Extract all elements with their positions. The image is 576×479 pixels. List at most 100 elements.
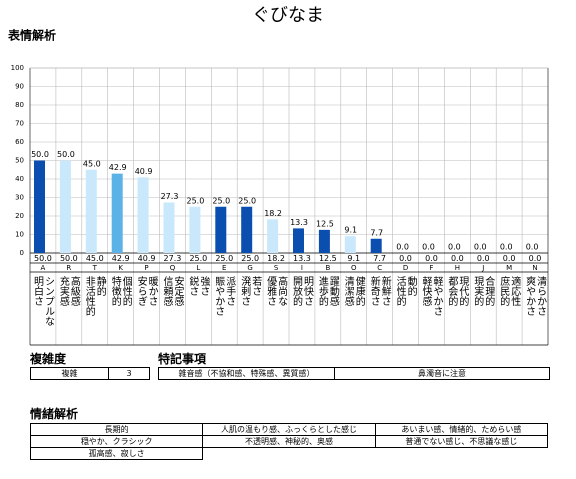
description: 派手さ bbox=[224, 276, 236, 306]
chart: ぐびなま 表情解析 0 10 20 30 40 50 60 70 80 90 100 50.0 50.0… bbox=[7, 5, 549, 346]
notes-table: 雑音感（不協和感、特殊感、異質感） 鼻濁音に注意 bbox=[158, 367, 551, 380]
x-tick-label: B bbox=[325, 264, 330, 272]
description: 特徴的 bbox=[109, 276, 121, 307]
description: 溌剌さ bbox=[239, 275, 251, 306]
data-label: 0.0 bbox=[448, 243, 461, 252]
x-tick-label: Q bbox=[170, 264, 176, 272]
description: 進歩的 bbox=[316, 276, 328, 307]
x-tick-label: D bbox=[403, 264, 408, 272]
data-label: 0.0 bbox=[526, 243, 539, 252]
description: 適応性 bbox=[509, 275, 521, 307]
y-tick-label: 0 bbox=[20, 249, 24, 257]
value-cell: 50.0 bbox=[60, 254, 78, 263]
description: 暖かさ bbox=[146, 275, 158, 306]
y-tick-label: 90 bbox=[15, 83, 24, 91]
description: 安定感 bbox=[172, 275, 184, 306]
y-tick-label: 70 bbox=[15, 120, 24, 128]
emotion-heading: 情緒解析 bbox=[30, 407, 79, 421]
data-label: 42.9 bbox=[109, 163, 127, 172]
description: 活性的 bbox=[394, 276, 406, 307]
bar bbox=[267, 219, 279, 253]
value-cell: 50.0 bbox=[34, 254, 52, 263]
y-tick-label: 60 bbox=[15, 138, 24, 146]
bar bbox=[111, 173, 123, 253]
description: 鋭さ bbox=[187, 275, 199, 296]
description: 充実感 bbox=[57, 275, 69, 306]
x-tick-label: P bbox=[144, 264, 148, 272]
y-tick-label: 20 bbox=[15, 212, 24, 220]
description: 動的 bbox=[405, 275, 417, 297]
x-tick-label: J bbox=[481, 264, 484, 272]
data-label: 25.0 bbox=[238, 196, 256, 205]
bar bbox=[34, 160, 45, 253]
chart-title: 表情解析 bbox=[7, 28, 56, 43]
complexity-heading: 複雑度 bbox=[30, 352, 67, 366]
description: 健康的 bbox=[353, 276, 365, 307]
value-cell: 45.0 bbox=[86, 254, 104, 263]
emotion-table: 長期的 人肌の温もり感、ふっくらとした感じ あいまい感、情緒的、ためらい感 穏やか、ク… bbox=[29, 423, 549, 460]
description: 現実的 bbox=[472, 276, 484, 307]
note: 雑音感（不協和感、特殊感、異質感） bbox=[158, 367, 335, 380]
description: 清潔感 bbox=[342, 275, 354, 306]
y-tick-label: 10 bbox=[15, 231, 24, 239]
emotion-cell: 普通でない感じ、不思議な感じ bbox=[374, 435, 549, 448]
data-label: 45.0 bbox=[83, 159, 101, 168]
complexity-table: 複雑 3 bbox=[30, 367, 151, 380]
y-tick-label: 100 bbox=[11, 64, 24, 72]
description: 明快さ bbox=[302, 276, 314, 306]
value-cell: 25.0 bbox=[215, 254, 233, 263]
description: 合理的 bbox=[483, 275, 495, 307]
x-tick-label: C bbox=[377, 264, 382, 272]
description: 信頼感 bbox=[161, 276, 173, 306]
description: 軽快感 bbox=[420, 276, 432, 306]
x-tick-label: M bbox=[506, 264, 512, 272]
y-tick-label: 40 bbox=[15, 175, 24, 183]
data-label: 25.0 bbox=[212, 196, 230, 205]
emotion-cell bbox=[203, 448, 375, 460]
data-label: 25.0 bbox=[186, 196, 204, 205]
emotion-cell: 長期的 bbox=[29, 423, 204, 436]
bar bbox=[215, 206, 227, 253]
value-cell: 25.0 bbox=[241, 254, 259, 263]
bar bbox=[163, 202, 175, 253]
description: 軽やかさ bbox=[431, 276, 443, 316]
value-cell: 40.9 bbox=[138, 254, 156, 263]
bar bbox=[293, 228, 304, 253]
bar bbox=[344, 236, 356, 253]
data-label: 40.9 bbox=[135, 167, 153, 176]
x-tick-label: S bbox=[274, 264, 279, 272]
description: 個性的 bbox=[120, 275, 132, 307]
bar bbox=[59, 160, 71, 253]
description: 賑やかさ bbox=[213, 276, 225, 316]
x-tick-label: L bbox=[196, 264, 200, 272]
data-label: 9.1 bbox=[344, 226, 357, 235]
value-cell: 27.3 bbox=[164, 254, 182, 263]
data-label: 0.0 bbox=[500, 243, 513, 252]
complexity-value: 3 bbox=[107, 367, 151, 380]
value-cell: 42.9 bbox=[112, 254, 130, 263]
x-tick-label: E bbox=[222, 264, 226, 272]
data-label: 18.2 bbox=[264, 209, 282, 218]
value-cell: 13.3 bbox=[293, 254, 311, 263]
description: 新奇さ bbox=[368, 275, 380, 306]
x-tick-label: F bbox=[429, 264, 433, 272]
x-tick-label: G bbox=[247, 264, 252, 272]
description: 爽やかさ bbox=[524, 276, 536, 316]
description: 庶民的 bbox=[498, 275, 510, 307]
x-tick-label: I bbox=[301, 264, 303, 272]
bar bbox=[241, 206, 253, 253]
x-tick-label: T bbox=[92, 264, 98, 272]
value-cell: 0.0 bbox=[529, 254, 542, 263]
description: 清らかさ bbox=[535, 275, 547, 316]
data-label: 7.7 bbox=[370, 228, 383, 237]
bar bbox=[318, 229, 330, 253]
value-cell: 9.1 bbox=[347, 254, 360, 263]
data-label: 0.0 bbox=[396, 243, 409, 252]
emotion-cell: 孤高感、寂しさ bbox=[29, 447, 204, 460]
data-label: 0.0 bbox=[474, 243, 487, 252]
bar bbox=[370, 238, 382, 253]
value-cell: 0.0 bbox=[425, 254, 438, 263]
description: 都会的 bbox=[446, 276, 458, 307]
description: 明白さ bbox=[32, 276, 44, 306]
description: 若さ bbox=[250, 275, 262, 296]
